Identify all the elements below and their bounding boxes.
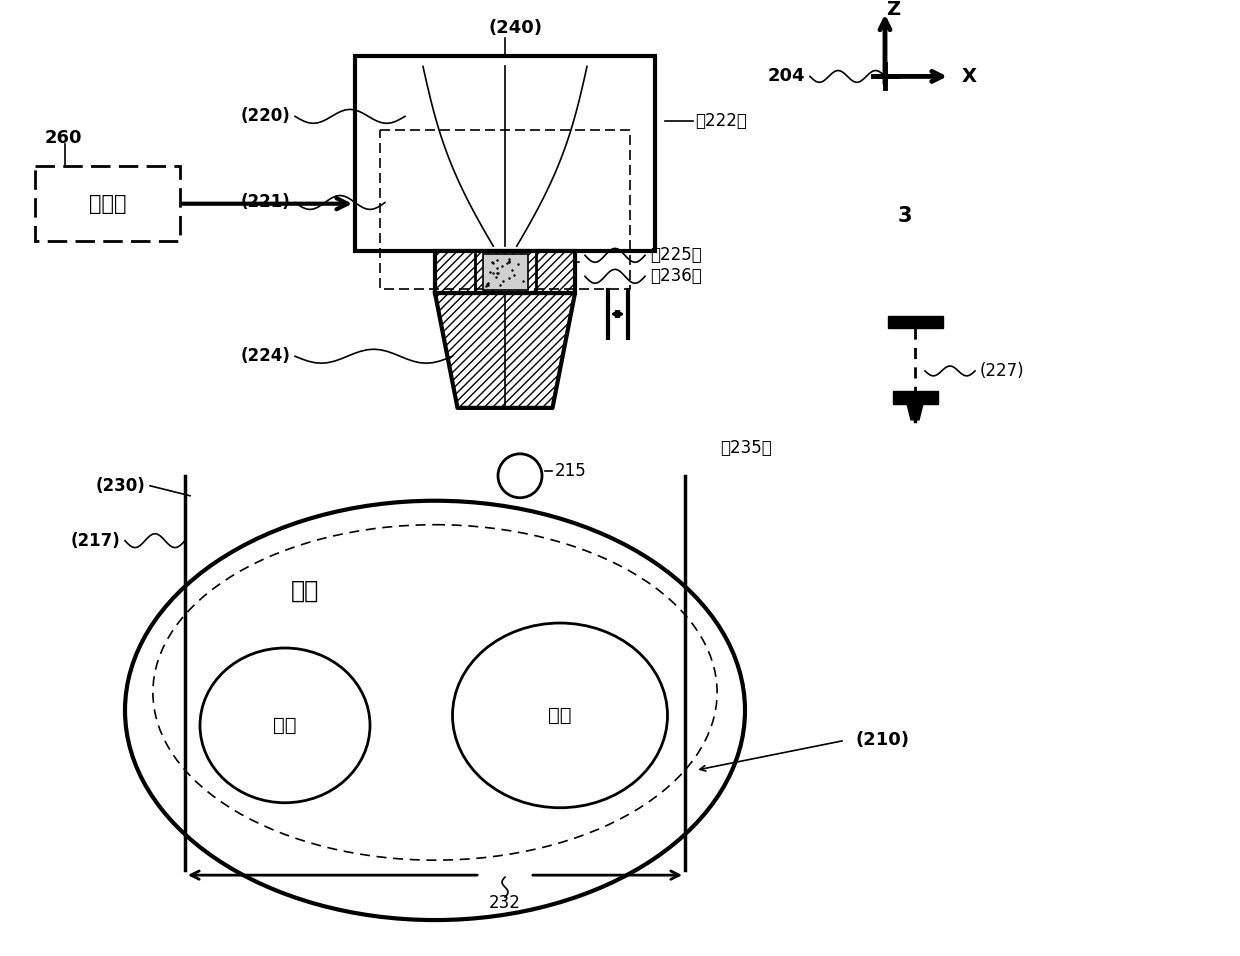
Text: (240): (240): [489, 19, 542, 37]
Text: 骨头: 骨头: [273, 716, 296, 735]
Bar: [35, 166, 180, 241]
Bar: [435, 251, 575, 293]
Polygon shape: [435, 293, 575, 408]
Text: 致动器: 致动器: [89, 194, 126, 214]
Text: X: X: [962, 67, 977, 86]
Text: 215: 215: [556, 462, 587, 480]
Text: (220): (220): [241, 107, 290, 125]
Text: (210): (210): [856, 731, 909, 750]
Bar: [379, 130, 630, 289]
Polygon shape: [888, 316, 942, 328]
Text: Z: Z: [885, 0, 900, 18]
Text: 组织: 组织: [291, 578, 319, 602]
Text: 232: 232: [489, 894, 521, 912]
Bar: [435, 251, 575, 293]
Text: 3: 3: [898, 206, 913, 227]
Ellipse shape: [453, 623, 667, 808]
Bar: [482, 254, 527, 290]
Text: (217): (217): [71, 532, 120, 550]
Text: （225）: （225）: [650, 247, 702, 264]
Ellipse shape: [125, 501, 745, 920]
Text: 骨头: 骨头: [548, 706, 572, 725]
Text: 204: 204: [768, 68, 805, 85]
Text: (224): (224): [241, 347, 290, 365]
Text: （222）: （222）: [694, 113, 746, 130]
Polygon shape: [893, 391, 937, 403]
Text: 260: 260: [45, 129, 83, 147]
Ellipse shape: [200, 648, 370, 803]
Polygon shape: [906, 403, 923, 420]
Text: （235）: （235）: [720, 439, 771, 457]
Text: （236）: （236）: [650, 268, 702, 285]
Text: (221): (221): [241, 193, 290, 211]
Text: (227): (227): [980, 362, 1024, 380]
Bar: [355, 56, 655, 251]
Text: (230): (230): [95, 477, 145, 495]
